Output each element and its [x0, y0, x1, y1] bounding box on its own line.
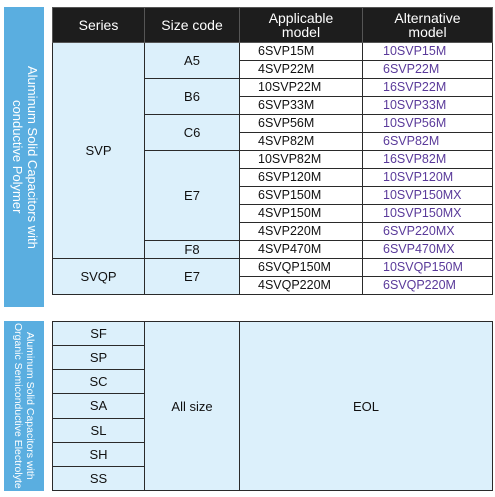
side-label-organic-semiconductive: Aluminum Solid Capacitors with Organic S… [4, 321, 44, 491]
eol-series-cell: SA [52, 393, 145, 419]
side-label-top-line-2: conductive Polymer [10, 100, 25, 214]
header-alternative-model: Alternative model [362, 7, 493, 43]
eol-series-cell: SC [52, 369, 145, 395]
side-label-top-line-1: Aluminum Solid Capacitors with [24, 65, 40, 249]
series-cell-svp: SVP [52, 42, 145, 259]
table-row: SVQP E7 6SVQP150M 10SVQP150M [52, 258, 493, 295]
applicable-model-cell: 4SVP22M [239, 60, 363, 79]
applicable-model-cell: 10SVP82M [239, 150, 363, 169]
applicable-model-cell: 4SVP470M [239, 240, 363, 259]
table-row: SL [52, 417, 493, 443]
size-code-cell: E7 [144, 150, 240, 241]
side-label-bottom-line-2: Organic Semiconductive Electrolyte [12, 323, 24, 489]
size-code-cell: E7 [144, 258, 240, 295]
table-row: F8 4SVP470M 6SVP470MX [53, 240, 493, 259]
alternative-model-cell: 16SVP22M [362, 78, 493, 97]
alternative-model-cell: 10SVP56M [362, 114, 493, 133]
table-row: SS [52, 465, 493, 492]
applicable-model-cell: 4SVP220M [239, 222, 363, 241]
table-row: 4SVQP220M 6SVQP220M [53, 276, 493, 295]
alternative-model-cell: 6SVQP220M [362, 276, 493, 295]
applicable-model-cell: 4SVP150M [239, 204, 363, 223]
size-code-cell: C6 [144, 114, 240, 151]
eol-series-cell: SS [52, 465, 145, 492]
applicable-model-cell: 4SVQP220M [239, 276, 363, 295]
applicable-model-cell: 6SVP120M [239, 168, 363, 187]
alternative-model-cell: 10SVP150MX [362, 186, 493, 205]
header-size-code: Size code [144, 7, 240, 43]
alternative-model-cell: 10SVP150MX [362, 204, 493, 223]
size-code-cell: F8 [144, 240, 240, 259]
applicable-model-cell: 4SVP82M [239, 132, 363, 151]
alternative-model-cell: 16SVP82M [362, 150, 493, 169]
eol-status-cell: EOL [239, 321, 493, 491]
eol-series-cell: SL [52, 417, 145, 443]
table-row: 4SVP82M 6SVP82M [53, 132, 493, 151]
applicable-model-cell: 6SVP15M [239, 42, 363, 61]
applicable-model-cell: 6SVP56M [239, 114, 363, 133]
alternative-model-cell: 6SVP220MX [362, 222, 493, 241]
eol-series-cell: SH [52, 441, 145, 467]
table-row: 6SVP150M 10SVP150MX [53, 186, 493, 205]
table-row: 6SVP120M 10SVP120M [53, 168, 493, 187]
header-applicable-model: Applicable model [239, 7, 363, 43]
table-row: SF All size EOL [52, 320, 493, 491]
alternative-model-cell: 10SVP15M [362, 42, 493, 61]
eol-series-cell: SP [52, 345, 145, 371]
applicable-model-cell: 10SVP22M [239, 78, 363, 97]
size-code-cell: B6 [144, 78, 240, 115]
applicable-model-cell: 6SVQP150M [239, 258, 363, 277]
table-header-row: Series Size code Applicable model Alterna… [52, 7, 493, 43]
eol-size-cell: All size [144, 321, 240, 491]
alternative-model-cell: 6SVP82M [362, 132, 493, 151]
eol-series-cell: SF [52, 320, 145, 347]
replacement-model-table: Series Size code Applicable model Alterna… [52, 7, 493, 295]
alternative-model-cell: 10SVP120M [362, 168, 493, 187]
header-series: Series [52, 7, 145, 43]
table-row: SVP A5 6SVP15M 10SVP15M [52, 42, 493, 259]
table-row: 4SVP22M 6SVP22M [53, 60, 493, 79]
table-row: E7 10SVP82M 16SVP82M [53, 150, 493, 241]
table-row: SH [52, 441, 493, 467]
table-row: SC [52, 369, 493, 395]
table-row: 6SVP33M 10SVP33M [53, 96, 493, 115]
table-row: SA [52, 393, 493, 419]
alternative-model-cell: 6SVP22M [362, 60, 493, 79]
table-row: SP [52, 345, 493, 371]
table-row: C6 6SVP56M 10SVP56M [53, 114, 493, 151]
side-label-bottom-line-1: Aluminum Solid Capacitors with [24, 332, 37, 480]
alternative-model-cell: 10SVP33M [362, 96, 493, 115]
series-cell-svqp: SVQP [52, 258, 145, 295]
table-row: 4SVP150M 10SVP150MX [53, 204, 493, 223]
eol-series-table: SF All size EOL SP SC SA SL SH SS [52, 320, 493, 492]
alternative-model-cell: 10SVQP150M [362, 258, 493, 277]
applicable-model-cell: 6SVP33M [239, 96, 363, 115]
size-code-cell: A5 [144, 42, 240, 79]
applicable-model-cell: 6SVP150M [239, 186, 363, 205]
side-label-conductive-polymer: Aluminum Solid Capacitors with conductiv… [4, 7, 44, 307]
alternative-model-cell: 6SVP470MX [362, 240, 493, 259]
